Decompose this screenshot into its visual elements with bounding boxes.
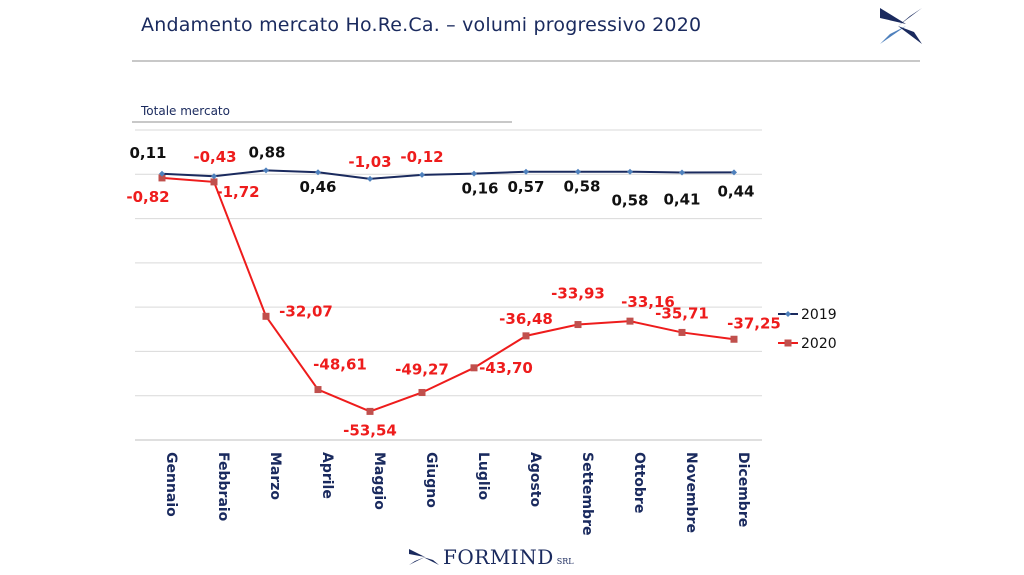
series-2019-point (419, 171, 425, 178)
x-tick-label: Aprile (319, 452, 335, 499)
series-2019-point (315, 169, 321, 176)
series-2020-point (574, 321, 582, 329)
series-2019-point (159, 170, 165, 177)
series-2019-data-label: 0,11 (129, 144, 166, 162)
x-tick-label: Ottobre (631, 452, 647, 513)
series-2020-data-label: -1,72 (216, 183, 259, 201)
legend-swatch-marker (784, 339, 792, 347)
series-2020-line (161, 176, 735, 413)
legend-label: 2020 (801, 336, 837, 352)
series-2020-data-label: -33,93 (551, 285, 605, 303)
x-tick-label: Luglio (475, 452, 491, 501)
chart-title: Totale mercato (140, 104, 230, 118)
series-2020-point (158, 174, 166, 182)
series-2020-data-label: -0,82 (126, 188, 169, 206)
series-2020-point (366, 407, 374, 415)
series-2019-data-label: 0,46 (299, 178, 336, 196)
series-2019-point (627, 168, 633, 175)
series-2019-point (263, 167, 269, 174)
series-2020-data-label: -32,07 (279, 302, 333, 320)
series-2020-point (678, 328, 686, 336)
series-2020-data-label: -43,70 (479, 359, 533, 377)
series-2019-line (161, 169, 735, 180)
series-2019-point (211, 173, 217, 180)
title-divider (132, 60, 920, 62)
series-2019-point (679, 169, 685, 176)
series-2019-data-label: -0,12 (400, 148, 443, 166)
legend-label: 2019 (801, 307, 837, 323)
series-2020-point (470, 364, 478, 372)
series-2019-point (523, 168, 529, 175)
series-2020-data-label: -35,71 (655, 304, 709, 322)
series-2019-data-label: -1,03 (348, 153, 391, 171)
legend-swatch-marker (785, 311, 791, 317)
x-tick-label: Marzo (267, 452, 283, 500)
x-tick-label: Novembre (683, 452, 699, 533)
series-2020-point (314, 386, 322, 394)
series-2019-data-label: 0,58 (563, 178, 600, 196)
series-2020-point (522, 332, 530, 340)
series-2019-data-label: 0,88 (248, 143, 285, 161)
series-2020-data-label: -49,27 (395, 360, 449, 378)
x-tick-label: Giugno (423, 452, 439, 508)
series-2020-point (626, 317, 634, 325)
series-2019-point (471, 170, 477, 177)
series-2020-data-label: -53,54 (343, 421, 397, 439)
series-2019-data-label: 0,57 (507, 178, 544, 196)
series-2020-point (730, 335, 738, 343)
series-2020-data-label: -36,48 (499, 310, 553, 328)
brand-suffix: SRL (556, 556, 574, 566)
series-2019-data-label: -0,43 (193, 148, 236, 166)
series-2020-data-label: -48,61 (313, 356, 367, 374)
series-2019-data-label: 0,44 (717, 182, 754, 200)
series-2019-data-label: 0,58 (611, 192, 648, 210)
x-tick-label: Settembre (579, 452, 595, 535)
x-tick-label: Gennaio (163, 452, 179, 517)
series-2019-point (367, 175, 373, 182)
formind-mark-icon (880, 8, 922, 44)
footer-logo: FORMIND SRL (409, 545, 574, 569)
series-2019-point (731, 169, 737, 176)
series-2019-point (575, 168, 581, 175)
x-tick-label: Dicembre (735, 452, 751, 527)
series-2020-data-label: -37,25 (727, 314, 781, 332)
page-title: Andamento mercato Ho.Re.Ca. – volumi pro… (141, 14, 702, 36)
x-tick-label: Maggio (371, 452, 387, 510)
brand-name: FORMIND (443, 545, 554, 569)
series-2020-point (210, 178, 218, 186)
formind-logo-icon (409, 549, 439, 565)
x-tick-label: Agosto (527, 452, 543, 508)
series-2019-data-label: 0,41 (663, 190, 700, 208)
x-tick-label: Febbraio (215, 452, 231, 522)
series-2020-point (262, 312, 270, 320)
series-2020-data-label: -33,16 (621, 293, 675, 311)
series-2020-point (418, 388, 426, 396)
series-2019-data-label: 0,16 (461, 180, 498, 198)
